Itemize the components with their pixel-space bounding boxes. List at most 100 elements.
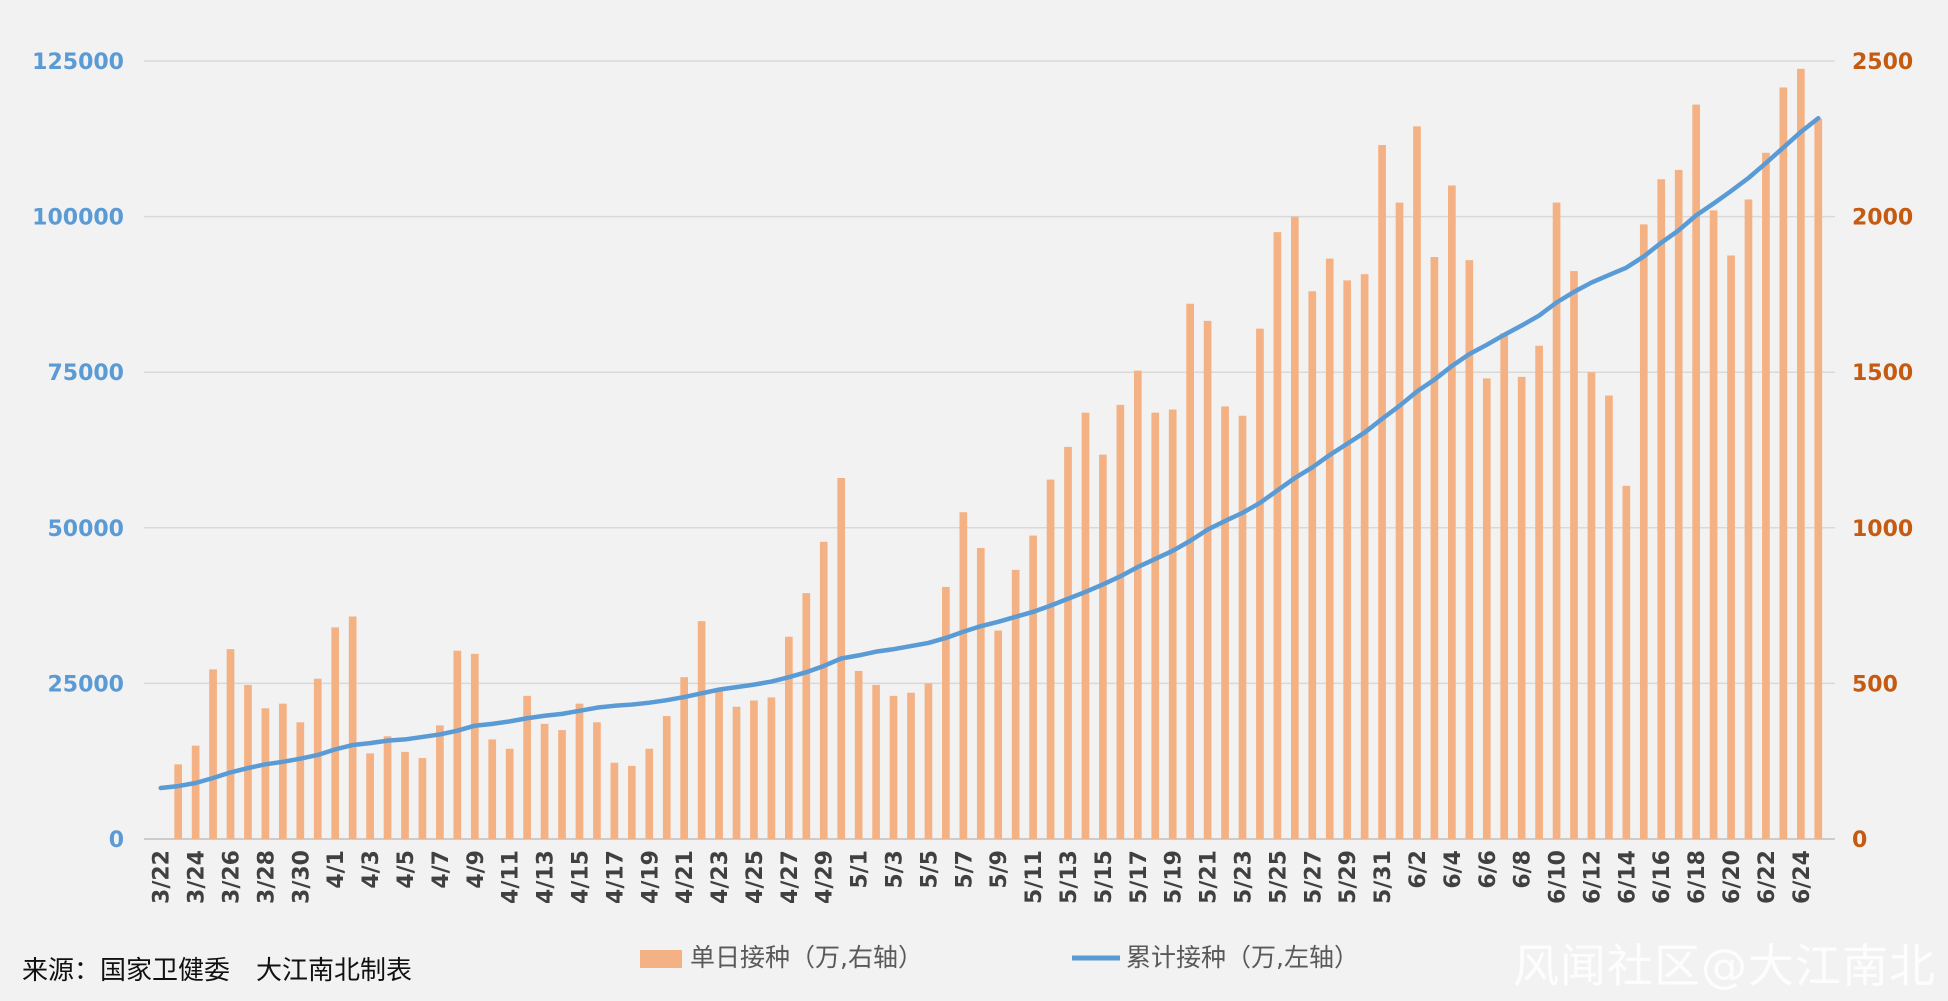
bar-4-23: [715, 688, 723, 839]
x-axis-tick-label: 5/19: [1162, 850, 1187, 904]
bar-5-28: [1325, 258, 1334, 839]
bar-5-7: [959, 512, 968, 839]
right-axis-tick-label: 1000: [1852, 517, 1913, 542]
x-axis-tick-label: 5/27: [1301, 850, 1326, 904]
bar-4-17: [610, 762, 619, 839]
x-axis-tick-label: 5/13: [1057, 850, 1082, 904]
bar-3-24: [191, 745, 200, 839]
x-axis-tick-label: 6/2: [1406, 850, 1431, 889]
left-axis-tick-label: 25000: [47, 672, 124, 697]
bar-5-10: [1011, 569, 1020, 839]
bar-5-19: [1168, 409, 1177, 839]
bar-4-9: [470, 653, 479, 839]
bar-6-3: [1430, 257, 1439, 839]
bar-5-16: [1116, 404, 1125, 839]
x-axis-tick-label: 6/22: [1755, 850, 1780, 904]
x-axis-tick-label: 4/17: [603, 850, 628, 904]
bar-6-23: [1779, 87, 1788, 839]
bar-4-14: [558, 730, 566, 839]
x-axis-tick-label: 3/30: [289, 850, 314, 904]
bar-5-1: [854, 670, 863, 839]
bar-4-27: [785, 636, 793, 839]
bar-5-29: [1343, 280, 1352, 839]
bar-6-25: [1814, 118, 1823, 839]
x-axis-tick-label: 5/3: [883, 850, 908, 889]
x-axis-tick-label: 6/8: [1511, 850, 1536, 889]
bar-5-21: [1203, 320, 1212, 839]
bar-6-14: [1622, 485, 1631, 839]
bar-5-25: [1273, 232, 1282, 839]
x-axis-tick-label: 5/25: [1266, 850, 1291, 904]
bar-5-14: [1081, 412, 1090, 839]
x-axis-tick-label: 5/1: [848, 850, 873, 889]
bar-5-5: [924, 683, 933, 839]
bar-5-2: [872, 684, 880, 839]
x-axis-tick-label: 4/19: [638, 850, 663, 904]
bar-5-12: [1046, 479, 1055, 839]
x-axis-tick-labels: 3/22 3/24 3/26 3/28 3/30 4/1 4/3 4/5 4/7 4/9 4/11 4…: [150, 850, 1815, 904]
bar-6-17: [1674, 169, 1683, 840]
bar-5-31: [1378, 145, 1386, 840]
source-note: 来源：国家卫健委 大江南北制表: [22, 956, 413, 986]
right-axis-tick-label: 0: [1852, 828, 1867, 853]
bar-5-27: [1308, 291, 1317, 840]
x-axis-tick-label: 3/24: [185, 850, 210, 904]
x-axis-tick-label: 6/6: [1476, 850, 1501, 889]
bar-3-25: [209, 669, 217, 839]
bar-6-19: [1709, 210, 1718, 840]
bar-3-29: [279, 703, 287, 839]
bar-4-16: [593, 722, 601, 839]
bar-3-31: [313, 678, 322, 839]
bar-4-21: [680, 677, 688, 839]
x-axis-tick-label: 6/12: [1580, 850, 1605, 904]
daily-vaccination-bars: [174, 68, 1823, 840]
x-axis-tick-label: 4/11: [499, 850, 524, 904]
x-axis-tick-label: 6/16: [1650, 850, 1675, 904]
bar-6-1: [1395, 202, 1404, 839]
bar-5-11: [1029, 535, 1037, 839]
bar-6-22: [1762, 152, 1770, 839]
bar-4-26: [767, 697, 776, 839]
x-axis-tick-label: 5/7: [952, 850, 977, 889]
bar-5-3: [889, 695, 898, 839]
bar-4-1: [331, 627, 340, 839]
bar-5-8: [976, 548, 985, 839]
x-axis-tick-label: 3/26: [220, 850, 245, 904]
bar-6-11: [1570, 271, 1578, 839]
bar-6-5: [1465, 260, 1474, 840]
bar-4-11: [505, 748, 514, 839]
bar-4-8: [453, 650, 462, 839]
x-axis-tick-label: 4/21: [673, 850, 698, 904]
right-axis-tick-label: 1500: [1852, 361, 1913, 386]
bar-6-16: [1657, 179, 1666, 840]
bar-4-3: [366, 753, 374, 839]
x-axis-tick-label: 3/22: [150, 850, 175, 904]
x-axis-tick-label: 5/15: [1092, 850, 1117, 904]
bar-4-4: [383, 736, 392, 839]
bar-6-2: [1413, 126, 1421, 840]
right-axis-tick-label: 2000: [1852, 206, 1913, 231]
bar-4-18: [627, 765, 636, 839]
bar-5-18: [1151, 412, 1160, 839]
x-axis-tick-label: 4/1: [324, 850, 349, 889]
x-axis-tick-label: 4/15: [568, 850, 593, 904]
bar-6-9: [1535, 345, 1543, 839]
bar-3-28: [261, 708, 270, 839]
bar-5-23: [1238, 415, 1247, 839]
bar-3-23: [174, 764, 183, 839]
bar-3-27: [244, 684, 252, 839]
bar-5-20: [1186, 303, 1194, 840]
right-axis-tick-label: 500: [1852, 672, 1898, 697]
legend-line-label: 累计接种（万,左轴）: [1126, 943, 1359, 972]
x-axis-tick-label: 4/23: [708, 850, 733, 904]
left-axis-tick-label: 75000: [47, 361, 124, 386]
bar-4-15: [575, 703, 584, 839]
x-axis-tick-label: 5/21: [1197, 850, 1222, 904]
bar-6-21: [1744, 199, 1753, 839]
x-axis-tick-label: 6/4: [1441, 850, 1466, 889]
x-axis-tick-label: 5/17: [1127, 850, 1152, 904]
bar-5-24: [1256, 328, 1264, 839]
legend-bar-swatch: [640, 950, 682, 968]
grid-lines: [144, 60, 1835, 840]
x-axis-tick-label: 4/13: [534, 850, 559, 904]
